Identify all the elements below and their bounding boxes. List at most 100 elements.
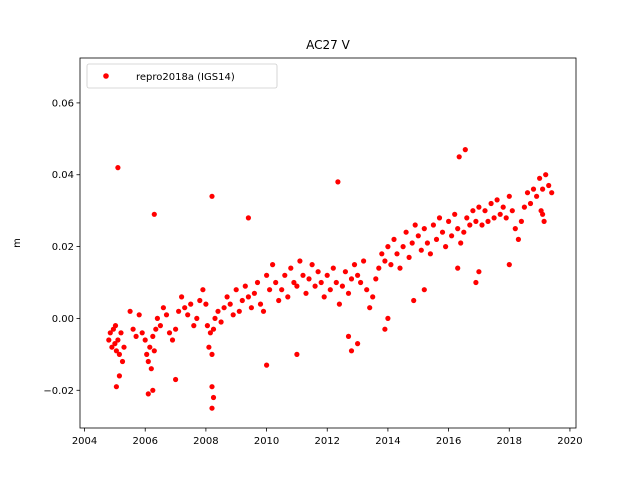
data-point — [136, 312, 142, 318]
data-point — [476, 204, 482, 210]
data-point — [394, 251, 400, 257]
data-point — [524, 190, 531, 196]
data-point — [115, 165, 121, 171]
data-point — [218, 319, 224, 325]
data-point — [209, 351, 215, 357]
data-point — [270, 262, 276, 268]
data-point — [113, 348, 119, 354]
data-point — [150, 387, 156, 393]
data-point — [537, 175, 543, 181]
data-point — [112, 323, 119, 329]
plot-background — [80, 58, 576, 428]
x-tick-label: 2008 — [193, 436, 218, 447]
data-point — [333, 279, 339, 286]
data-point — [521, 204, 528, 210]
data-point — [227, 301, 233, 307]
data-point — [297, 258, 303, 264]
y-axis-ticks: −0.02 0.00 0.02 0.04 0.06 — [43, 98, 80, 397]
data-point — [534, 193, 540, 199]
data-point — [151, 348, 157, 354]
data-point — [318, 279, 324, 286]
legend-entry-label: repro2018a (IGS14) — [136, 72, 235, 83]
data-point — [230, 312, 236, 318]
data-point — [473, 279, 479, 286]
x-tick-label: 2014 — [375, 436, 400, 447]
data-point — [315, 269, 321, 275]
data-point — [385, 244, 391, 250]
data-point — [176, 308, 182, 314]
data-point — [518, 218, 525, 224]
data-point — [491, 215, 497, 221]
plot-frame — [79, 57, 577, 429]
data-point — [506, 262, 512, 268]
data-point — [503, 215, 509, 221]
data-point — [321, 294, 327, 300]
data-point — [294, 283, 300, 289]
x-tick-label: 2020 — [557, 436, 582, 447]
data-point — [379, 251, 385, 257]
data-point — [113, 384, 119, 390]
data-point — [150, 333, 156, 339]
data-point — [288, 265, 294, 271]
data-point — [473, 218, 479, 224]
x-tick-label: 2018 — [497, 436, 522, 447]
data-point — [130, 326, 136, 332]
data-point — [306, 276, 312, 282]
data-point — [479, 222, 485, 228]
data-point — [476, 269, 482, 275]
data-point — [364, 287, 370, 293]
data-point — [264, 272, 270, 278]
data-point — [458, 240, 464, 246]
data-point — [248, 305, 254, 311]
data-point — [245, 294, 251, 300]
data-point — [430, 222, 436, 228]
data-point — [382, 326, 388, 332]
data-point — [446, 218, 452, 224]
data-point — [418, 247, 424, 253]
data-point — [194, 315, 200, 321]
data-point — [330, 265, 336, 271]
data-point — [488, 200, 494, 207]
data-point — [251, 290, 257, 296]
data-point — [112, 341, 118, 347]
data-point — [139, 330, 145, 336]
data-point — [439, 229, 446, 235]
data-point — [373, 276, 379, 282]
x-tick-label: 2016 — [436, 436, 461, 447]
data-point — [497, 211, 503, 217]
data-point — [355, 341, 361, 347]
data-point — [148, 366, 154, 372]
data-point — [455, 226, 461, 232]
data-point — [224, 294, 230, 300]
data-point — [324, 272, 330, 278]
data-point — [173, 326, 179, 332]
y-tick-label: −0.02 — [43, 386, 74, 397]
data-point — [239, 297, 245, 304]
data-point — [147, 344, 153, 350]
data-point — [342, 269, 348, 275]
x-axis-ticks: 2004 2006 2008 2010 2012 2014 2016 2018 2020 — [72, 428, 583, 447]
data-point — [233, 287, 239, 293]
data-point — [309, 262, 315, 268]
data-point — [461, 229, 467, 235]
data-point — [154, 315, 160, 321]
data-point — [327, 287, 333, 293]
data-point — [400, 244, 406, 250]
data-point — [236, 308, 242, 314]
data-point — [339, 283, 345, 289]
data-point — [210, 394, 217, 401]
data-point — [456, 154, 462, 160]
data-point — [512, 226, 518, 232]
data-point — [351, 262, 358, 268]
chart-title: AC27 V — [306, 38, 350, 52]
data-point — [200, 287, 206, 293]
data-point — [335, 179, 341, 185]
data-point — [443, 244, 449, 250]
data-point — [209, 384, 215, 390]
data-point — [546, 182, 552, 189]
data-point — [254, 279, 261, 286]
data-point — [116, 373, 122, 379]
data-point — [358, 279, 364, 286]
data-point — [300, 272, 306, 278]
data-point — [133, 333, 139, 339]
